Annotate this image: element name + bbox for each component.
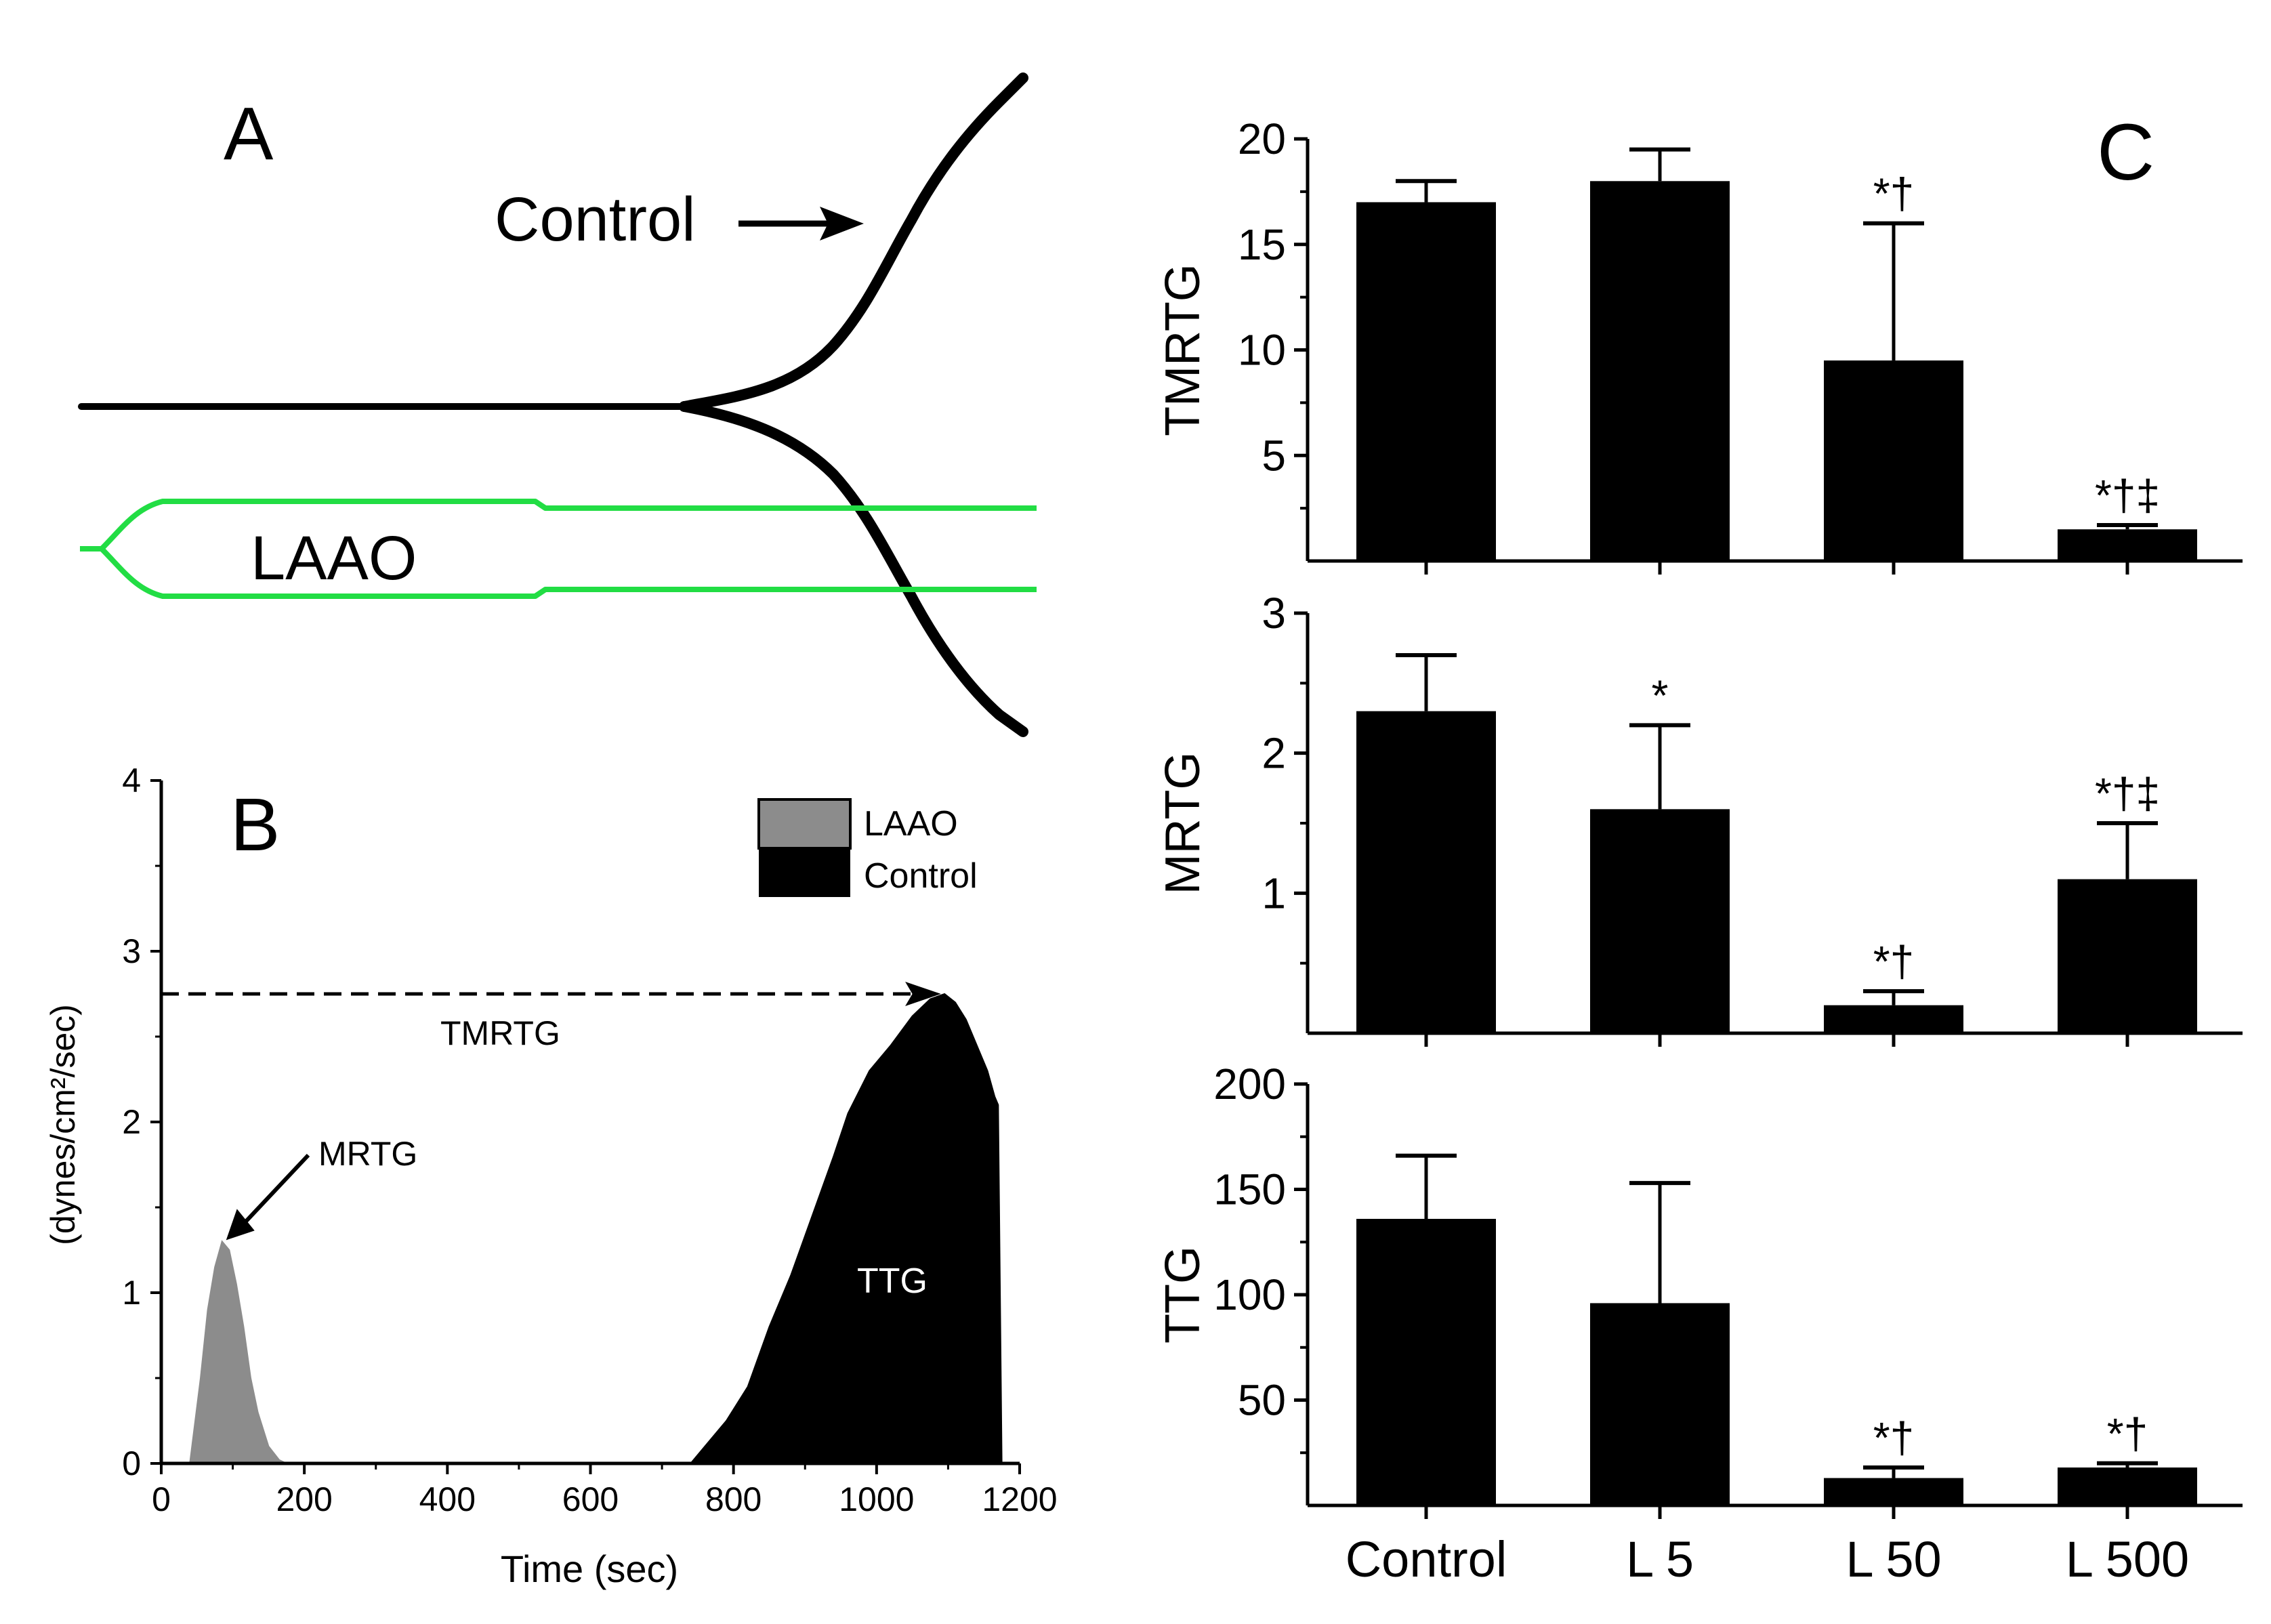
- x-tick-label-1000: 1000: [839, 1480, 914, 1518]
- area-control: [689, 993, 1003, 1464]
- significance-mark-mrtg-l-50: *†: [1873, 937, 1915, 986]
- bar-ttg-l-5: [1590, 1303, 1730, 1505]
- y-axis-title-ttg: TTG: [1156, 1246, 1210, 1344]
- y-tick-label-0: 0: [122, 1444, 141, 1482]
- y-axis-title-mrtg: MRTG: [1156, 752, 1210, 895]
- category-label-l-5: L 5: [1626, 1531, 1694, 1587]
- bar-mrtg-l-500: [2058, 879, 2197, 1033]
- control-trace: [78, 72, 1028, 737]
- panel-b-label: B: [230, 783, 280, 867]
- bar-chart-mrtg: * *† *†‡ 1 2 3 MRTG: [1156, 589, 2243, 1047]
- legend-swatch-control: [759, 848, 850, 897]
- y-tick-label-3: 3: [122, 932, 141, 970]
- x-tick-label-600: 600: [562, 1480, 619, 1518]
- bar-chart-tmrtg: *† *†‡ 5 10 15 20 TMRTG: [1156, 114, 2243, 575]
- panel-b-x-axis-title: Time (sec): [501, 1547, 678, 1590]
- category-label-l-500: L 500: [2066, 1531, 2189, 1587]
- control-trace-lower: [679, 401, 1028, 737]
- bar-tmrtg-control: [1356, 202, 1496, 561]
- bar-mrtg-control: [1356, 711, 1496, 1033]
- mrtg-arrow-head: [226, 1209, 255, 1241]
- legend-label-control: Control: [864, 856, 978, 896]
- y-tick-label-mrtg-2: 2: [1262, 729, 1286, 778]
- bar-ttg-l-500: [2058, 1467, 2197, 1505]
- panel-b-axes: 0 200 400 600 800 1000 1200 0 1 2 3 4: [122, 762, 1057, 1518]
- control-arrow: [738, 207, 864, 241]
- laao-trace-upper: [100, 499, 1037, 551]
- mrtg-arrow-shaft: [239, 1153, 310, 1228]
- significance-mark-ttg-l-500: *†: [2107, 1409, 2148, 1458]
- panel-b-y-axis-title: (dynes/cm²/sec): [44, 1004, 82, 1245]
- bar-tmrtg-l-50: [1824, 360, 1963, 561]
- control-trace-upper: [679, 72, 1028, 412]
- significance-mark-mrtg-l-5: *: [1652, 671, 1669, 720]
- y-tick-label-1: 1: [122, 1274, 141, 1312]
- y-axis-title-tmrtg: TMRTG: [1156, 264, 1210, 436]
- y-tick-label-tmrtg-10: 10: [1238, 326, 1286, 375]
- bar-ttg-l-50: [1824, 1478, 1963, 1505]
- bar-mrtg-l-50: [1824, 1005, 1963, 1033]
- area-laao: [189, 1240, 287, 1464]
- control-label: Control: [495, 185, 696, 254]
- significance-mark-ttg-l-50: *†: [1873, 1413, 1915, 1462]
- panel-a-label: A: [224, 92, 274, 175]
- x-tick-label-200: 200: [276, 1480, 332, 1518]
- category-label-l-50: L 50: [1846, 1531, 1941, 1587]
- x-tick-label-800: 800: [705, 1480, 762, 1518]
- significance-mark-tmrtg-l-50: *†: [1873, 169, 1915, 218]
- y-tick-label-tmrtg-5: 5: [1262, 431, 1286, 480]
- y-tick-label-ttg-150: 150: [1213, 1165, 1286, 1214]
- category-label-control: Control: [1346, 1531, 1507, 1587]
- laao-label: LAAO: [251, 524, 417, 593]
- x-tick-label-400: 400: [419, 1480, 476, 1518]
- y-tick-label-mrtg-1: 1: [1262, 869, 1286, 917]
- mrtg-annotation: MRTG: [318, 1135, 417, 1173]
- panel-a: A Control LAAO: [78, 72, 1037, 737]
- y-tick-label-ttg-50: 50: [1238, 1376, 1286, 1425]
- y-tick-label-2: 2: [122, 1103, 141, 1141]
- y-tick-label-ttg-200: 200: [1213, 1060, 1286, 1108]
- y-tick-label-ttg-100: 100: [1213, 1270, 1286, 1319]
- bar-tmrtg-l-5: [1590, 181, 1730, 561]
- significance-mark-mrtg-l-500: *†‡: [2095, 769, 2160, 818]
- laao-trace: [80, 499, 1037, 599]
- tmrtg-annotation: TMRTG: [440, 1014, 560, 1052]
- panel-c-label: C: [2097, 108, 2154, 197]
- y-tick-label-tmrtg-15: 15: [1238, 220, 1286, 269]
- x-tick-label-1200: 1200: [982, 1480, 1057, 1518]
- ttg-annotation: TTG: [857, 1262, 928, 1301]
- legend-label-laao: LAAO: [864, 804, 958, 844]
- bar-chart-ttg: *† *† 50 100 150 200 TTG Control L 5 L 50 L 500: [1156, 1060, 2243, 1587]
- x-tick-label-0: 0: [152, 1480, 171, 1518]
- legend-swatch-laao: [757, 798, 852, 850]
- y-tick-label-4: 4: [122, 762, 141, 799]
- panel-b-series: [189, 993, 1003, 1464]
- laao-trace-lower: [100, 547, 1037, 599]
- significance-mark-tmrtg-l-500: *†‡: [2095, 471, 2160, 520]
- control-arrow-head: [820, 207, 864, 241]
- panel-c: C *† *†‡ 5 10 15 20 TMRTG * *† *†‡ 1 2 3 MRTG *† *† 50 10…: [1156, 108, 2243, 1587]
- bar-tmrtg-l-500: [2058, 529, 2197, 561]
- tmrtg-arrow-head: [905, 982, 941, 1006]
- bar-ttg-control: [1356, 1219, 1496, 1505]
- panel-b-legend: LAAO Control: [757, 798, 978, 897]
- y-tick-label-mrtg-3: 3: [1262, 589, 1286, 638]
- bar-mrtg-l-5: [1590, 809, 1730, 1033]
- y-tick-label-tmrtg-20: 20: [1238, 114, 1286, 163]
